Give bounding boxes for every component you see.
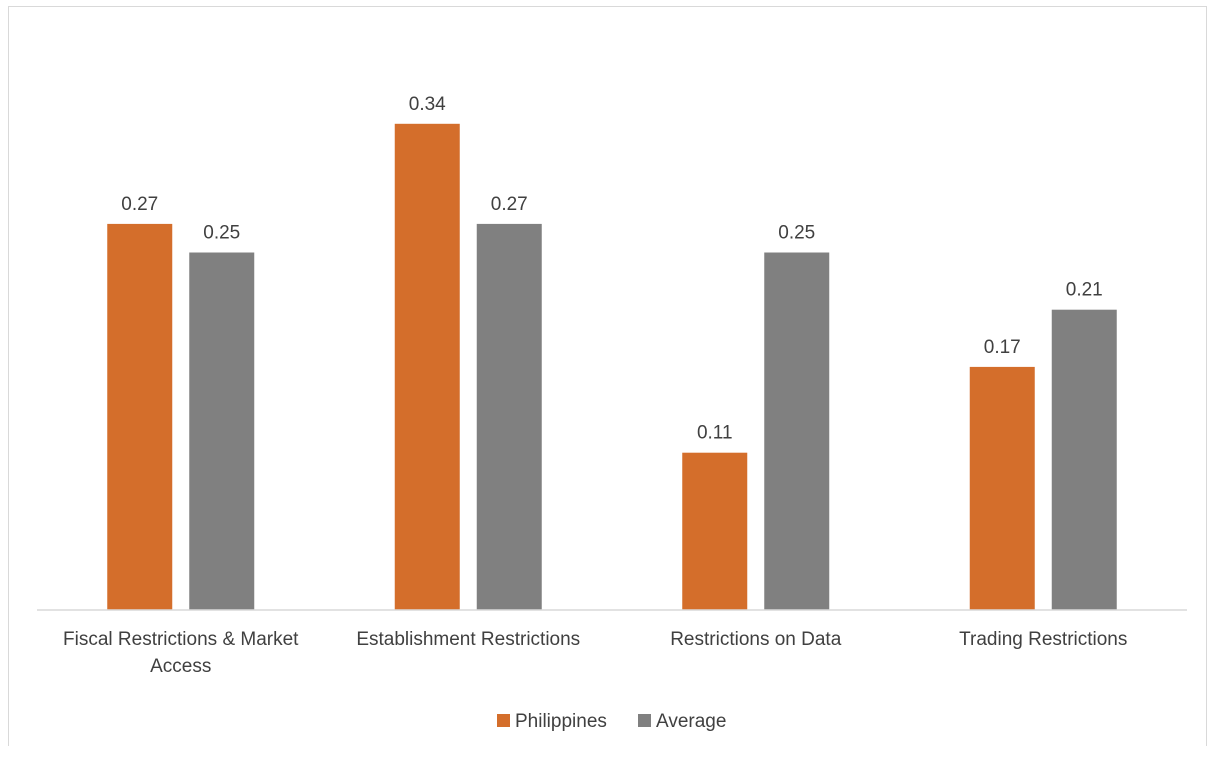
category-label-2: Establishment Restrictions <box>356 629 580 650</box>
data-label-average-3: 0.25 <box>778 223 815 244</box>
category-labels-layer: Fiscal Restrictions & Market Access Establ… <box>63 629 1127 677</box>
data-label-philippines-4: 0.17 <box>984 337 1021 358</box>
legend: Philippines Average <box>497 711 726 732</box>
bar-philippines-1 <box>107 223 173 610</box>
bar-philippines-4 <box>969 366 1035 610</box>
chart-frame <box>8 6 1207 746</box>
data-label-average-1: 0.25 <box>203 223 240 244</box>
data-label-average-2: 0.27 <box>491 194 528 215</box>
category-label-4: Trading Restrictions <box>959 629 1127 650</box>
bar-philippines-3 <box>682 452 748 610</box>
legend-label-philippines: Philippines <box>515 711 607 732</box>
bars-layer <box>107 123 1117 611</box>
category-label-3: Restrictions on Data <box>670 629 842 650</box>
data-label-philippines-3: 0.11 <box>697 423 733 444</box>
bar-philippines-2 <box>394 123 460 611</box>
bar-average-2 <box>476 223 542 610</box>
data-label-average-4: 0.21 <box>1066 280 1103 301</box>
bar-average-4 <box>1051 309 1117 610</box>
legend-swatch-philippines <box>497 714 510 727</box>
data-label-philippines-2: 0.34 <box>409 94 446 115</box>
data-labels-layer: 0.27 0.25 0.34 0.27 0.11 0.25 0.17 0.21 <box>121 94 1102 444</box>
legend-label-average: Average <box>656 711 726 732</box>
bar-average-3 <box>764 252 830 610</box>
data-label-philippines-1: 0.27 <box>121 194 158 215</box>
bar-average-1 <box>189 252 255 610</box>
category-label-1: Fiscal Restrictions & Market Access <box>63 629 299 677</box>
legend-swatch-average <box>638 714 651 727</box>
